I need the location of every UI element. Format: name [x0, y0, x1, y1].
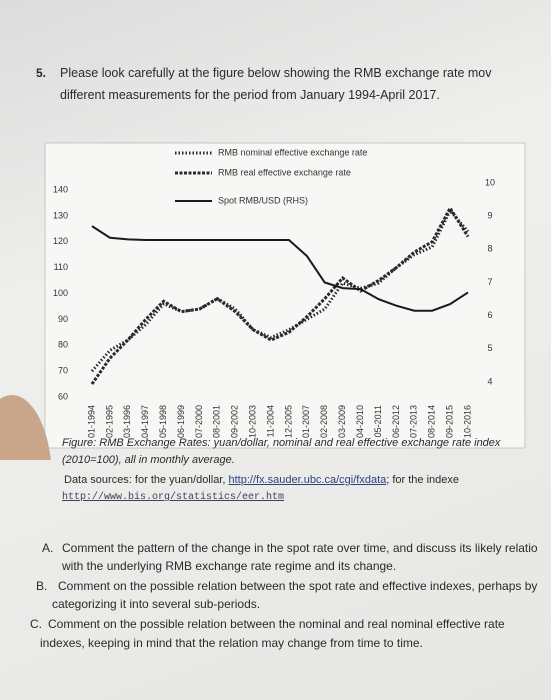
x-tick-label: 06-2012: [391, 405, 401, 438]
x-tick-label: 06-1999: [176, 405, 186, 438]
x-tick-label: 01-1994: [86, 405, 96, 438]
y-tick-label: 140: [53, 184, 68, 194]
x-tick-label: 02-1995: [104, 405, 114, 438]
caption-line: (2010=100), all in monthly average.: [62, 454, 235, 466]
y2-tick-label: 7: [487, 277, 492, 287]
y-tick-label: 110: [54, 262, 68, 272]
y-tick-label: 90: [58, 314, 68, 324]
y-tick-label: 120: [53, 236, 68, 246]
x-tick-label: 10-2016: [462, 405, 472, 438]
sources-text: Data sources: for the yuan/dollar,: [64, 474, 229, 486]
part-line: indexes, keeping in mind that the relati…: [40, 636, 423, 650]
x-tick-label: 11-2004: [265, 405, 275, 437]
x-tick-label: 03-1996: [122, 405, 132, 438]
y2-tick-label: 5: [487, 343, 492, 353]
part-line: categorizing it into several sub-periods…: [52, 597, 261, 611]
part-label: A.: [42, 541, 54, 555]
y2-tick-label: 10: [485, 177, 495, 187]
x-tick-label: 03-2009: [337, 405, 347, 438]
y2-tick-label: 9: [487, 211, 492, 221]
legend-label: RMB nominal effective exchange rate: [218, 147, 367, 157]
x-tick-label: 12-2005: [283, 405, 293, 438]
x-tick-label: 10-2003: [248, 405, 258, 438]
series-line: [90, 208, 470, 373]
thumb: [0, 395, 51, 460]
question-number: 5.: [36, 66, 47, 80]
series-line: [91, 225, 469, 312]
x-tick-label: 08-2001: [212, 405, 222, 438]
chart-frame: [44, 142, 526, 449]
y2-tick-label: 6: [487, 310, 492, 320]
y-tick-label: 70: [58, 366, 68, 376]
x-tick-label: 05-1998: [158, 405, 168, 438]
part-line: Comment on the possible relation between…: [58, 579, 538, 593]
y-tick-label: 100: [53, 288, 68, 298]
chart: 140 130 120 110 100 90 80 70 60 10 9 8 7 6 5 4 01-1994 02…: [0, 142, 526, 460]
x-tick-label: 07-2013: [409, 405, 419, 438]
caption-line: Figure: RMB Exchange Rates: yuan/dollar,…: [62, 437, 501, 449]
legend-label: Spot RMB/USD (RHS): [218, 195, 308, 205]
y2-tick-label: 4: [487, 376, 492, 386]
legend-label: RMB real effective exchange rate: [218, 167, 351, 177]
y-tick-label: 60: [58, 391, 68, 401]
x-tick-label: 09-2015: [444, 405, 454, 438]
question-line: different measurements for the period fr…: [60, 88, 440, 102]
sources: Data sources: for the yuan/dollar, http:…: [64, 474, 459, 486]
x-tick-label: 02-2008: [319, 405, 329, 438]
series-line: [90, 205, 470, 385]
part-label: B.: [36, 579, 48, 593]
x-tick-label: 07-2000: [194, 405, 204, 438]
x-tick-label: 05-2011: [373, 405, 383, 437]
sources-text: ; for the indexe: [386, 474, 460, 486]
x-tick-label: 08-2014: [427, 405, 437, 438]
question-line: Please look carefully at the figure belo…: [60, 66, 492, 80]
part-line: Comment the pattern of the change in the…: [62, 541, 538, 555]
sources-link[interactable]: http://fx.sauder.ubc.ca/cgi/fxdata: [228, 474, 387, 486]
x-tick-label: 01-2007: [301, 405, 311, 438]
part-label: C.: [30, 617, 42, 631]
x-tick-label: 04-1997: [140, 405, 150, 438]
x-tick-label: 04-2010: [355, 405, 365, 438]
y-tick-label: 130: [53, 210, 68, 220]
x-tick-label: 09-2002: [230, 405, 240, 438]
part-line: with the underlying RMB exchange rate re…: [62, 559, 397, 573]
y2-tick-label: 8: [487, 244, 492, 254]
y-tick-label: 80: [58, 340, 68, 350]
part-line: Comment on the possible relation between…: [48, 617, 505, 631]
sources-link[interactable]: http://www.bis.org/statistics/eer.htm: [62, 492, 285, 503]
